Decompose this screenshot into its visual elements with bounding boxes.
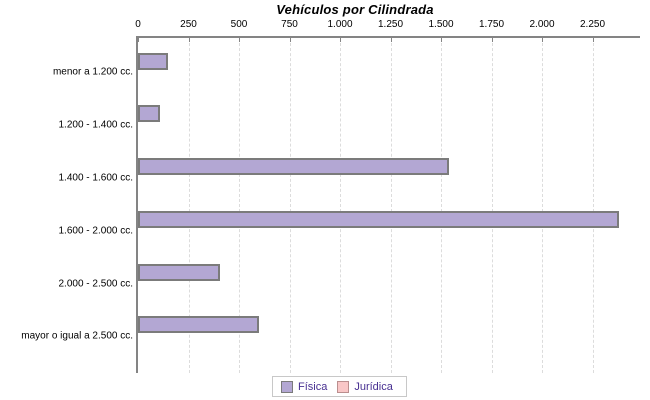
x-tick-mark (491, 38, 493, 42)
bar-fisica (138, 158, 450, 176)
x-tick-mark (188, 38, 190, 42)
gridline (491, 38, 493, 373)
x-tick-mark (592, 38, 594, 42)
x-tick-mark (390, 38, 392, 42)
bar-fisica (138, 105, 161, 123)
bar-fisica (138, 52, 169, 70)
legend-swatch-juridica (337, 380, 350, 393)
gridline (340, 38, 341, 373)
y-axis-line (136, 36, 138, 373)
bar-fisica (138, 210, 619, 228)
x-tick-mark (340, 38, 341, 42)
chart-title: Vehículos por Cilindrada (276, 2, 434, 17)
gridline (390, 38, 392, 373)
x-tick-mark (441, 38, 442, 42)
gridline (542, 38, 543, 373)
category-label: 1.600 - 2.000 cc. (58, 225, 134, 237)
x-tick-label: 1.500 (428, 19, 454, 30)
x-tick-label: 500 (230, 19, 248, 30)
category-label: 2.000 - 2.500 cc. (58, 278, 134, 290)
x-tick-label: 1.750 (478, 19, 505, 30)
bar-fisica (138, 316, 260, 334)
legend-swatch-fisica (281, 380, 293, 393)
x-tick-label: 750 (281, 19, 298, 30)
bar-fisica (138, 263, 220, 281)
x-tick-mark (138, 38, 139, 42)
category-label: menor a 1.200 cc. (52, 66, 133, 78)
gridline (239, 38, 240, 373)
x-tick-mark (289, 38, 291, 42)
x-tick-mark (239, 38, 240, 42)
legend: Física Jurídica (272, 376, 407, 397)
category-row: 1.400 - 1.600 cc. (0, 152, 650, 205)
gridline (592, 38, 594, 373)
category-row: 1.600 - 2.000 cc. (0, 204, 650, 257)
gridline (441, 38, 442, 373)
legend-label-juridica: Jurídica (354, 380, 393, 393)
legend-label-fisica: Física (298, 380, 328, 393)
plot-area: menor a 1.200 cc. 1.200 - 1.400 cc. 1.40… (0, 46, 650, 363)
x-tick-label: 250 (180, 19, 197, 30)
category-row: menor a 1.200 cc. (0, 46, 650, 99)
x-tick-label: 2.000 (529, 19, 555, 30)
x-axis-line (137, 36, 640, 38)
category-row: mayor o igual a 2.500 cc. (0, 310, 650, 363)
category-row: 1.200 - 1.400 cc. (0, 99, 650, 152)
x-tick-label: 2.250 (579, 19, 606, 30)
gridline (188, 38, 190, 373)
category-label: mayor o igual a 2.500 cc. (21, 330, 133, 342)
x-tick-label: 1.250 (377, 19, 404, 30)
x-tick-label: 0 (135, 19, 141, 30)
category-label: 1.200 - 1.400 cc. (58, 119, 134, 131)
category-row: 2.000 - 2.500 cc. (0, 257, 650, 310)
gridline (289, 38, 291, 373)
x-tick-mark (542, 38, 543, 42)
x-tick-label: 1.000 (327, 19, 353, 30)
category-label: 1.400 - 1.600 cc. (58, 172, 134, 184)
